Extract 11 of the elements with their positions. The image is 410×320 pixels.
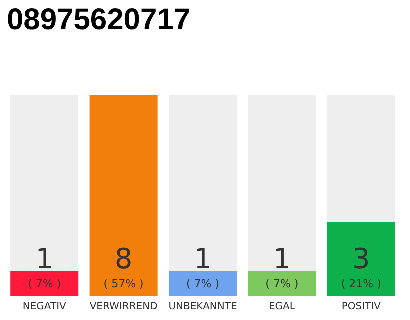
data-label: 1 ( 7% ) (186, 242, 220, 290)
x-tick-label: EGAL (268, 302, 296, 312)
x-tick-label: POSITIV (342, 302, 382, 312)
data-label: 8 ( 57% ) (104, 242, 144, 290)
data-label: 3 ( 21% ) (341, 242, 382, 290)
x-tick-label: NEGATIV (22, 302, 67, 312)
x-tick-label: UNBEKANNTE (168, 302, 238, 312)
data-label: 1 ( 7% ) (28, 242, 62, 290)
chart-title: 08975620717 (7, 4, 191, 36)
x-tick-label: VERWIRREND (90, 302, 158, 312)
data-label: 1 ( 7% ) (266, 242, 299, 290)
